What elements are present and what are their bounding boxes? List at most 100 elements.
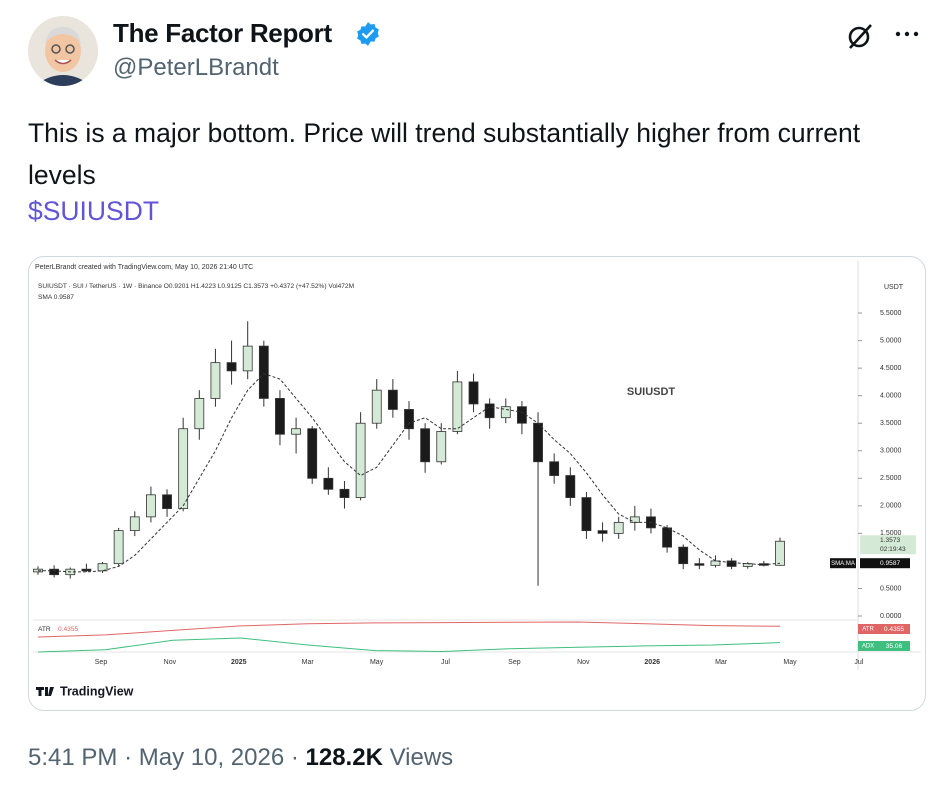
- indicator-tag-bg: [858, 641, 878, 651]
- y-tick-label: 5.5000: [880, 310, 902, 317]
- candle-body: [81, 568, 92, 572]
- candle-body: [581, 497, 592, 532]
- sma-name: SMA:MA: [831, 561, 855, 567]
- sma-value: 0.9587: [880, 560, 901, 567]
- post-meta: 5:41 PM · May 10, 2026 · 128.2K Views: [28, 744, 453, 772]
- candle-body: [162, 494, 172, 509]
- candle-body: [629, 516, 640, 523]
- indicator-value: 0.4355: [884, 626, 905, 633]
- y-tick-label: 2.0000: [880, 503, 902, 510]
- indicator-value: 35.06: [886, 643, 903, 650]
- chart-layer: PeterLBrandt created with TradingView.co…: [33, 261, 921, 707]
- price-unit: USDT: [884, 284, 904, 291]
- avatar[interactable]: [27, 15, 99, 87]
- indicator-legend-name: ATR: [38, 626, 51, 633]
- indicator-tag: ADX: [862, 644, 874, 650]
- candle-body: [97, 563, 108, 572]
- y-tick-label: 0.5000: [880, 585, 902, 592]
- views-label: Views: [389, 744, 454, 771]
- x-tick-label: Jul: [854, 659, 863, 666]
- candle-body: [355, 422, 366, 498]
- candle-body: [194, 398, 205, 430]
- date[interactable]: May 10, 2026: [138, 744, 285, 771]
- candle-body: [210, 362, 221, 399]
- candle-body: [129, 516, 140, 532]
- x-tick-label: Nov: [164, 659, 177, 666]
- grok-icon[interactable]: [845, 21, 875, 51]
- candle-body: [258, 345, 269, 399]
- candle-body: [484, 403, 495, 419]
- candle-body: [613, 521, 624, 534]
- candle-body: [533, 422, 543, 463]
- handle[interactable]: @PeterLBrandt: [113, 54, 279, 81]
- candle-body: [146, 494, 156, 518]
- y-tick-label: 1.5000: [880, 530, 902, 537]
- last-price: 1.3573: [880, 537, 901, 544]
- candle-body: [452, 381, 463, 432]
- indicator-tag-bg: [858, 624, 878, 634]
- chart-bg: [33, 261, 921, 707]
- sma-line: [38, 373, 781, 573]
- cashtag[interactable]: $SUIUSDT: [28, 196, 160, 226]
- candle-body: [226, 362, 237, 372]
- y-tick-label: 0.0000: [880, 613, 902, 620]
- x-tick-label: Mar: [302, 659, 315, 666]
- candle-body: [387, 389, 398, 410]
- indicator-legend-value: 0.4355: [58, 626, 79, 633]
- separator: ·: [290, 744, 299, 771]
- y-tick-label: 3.5000: [880, 420, 902, 427]
- x-tick-label: May: [370, 659, 384, 666]
- candle-body: [726, 560, 737, 567]
- candle-body: [565, 475, 576, 498]
- candle-body: [323, 477, 334, 490]
- media-card[interactable]: PeterLBrandt created with TradingView.co…: [28, 256, 926, 711]
- candle-body: [662, 527, 672, 548]
- view-count: 128.2K: [305, 744, 383, 771]
- indicator-line: [37, 637, 781, 653]
- display-name[interactable]: The Factor Report: [113, 18, 332, 48]
- y-tick-label: 3.0000: [880, 448, 902, 455]
- separator: ·: [124, 744, 133, 771]
- x-tick-label: 2025: [231, 659, 247, 666]
- indicator-tag: ATR: [862, 627, 874, 633]
- indicator-line: [37, 621, 781, 638]
- candle-body: [549, 461, 560, 476]
- candle-body: [678, 546, 689, 565]
- candle-body: [339, 488, 350, 498]
- candle-body: [468, 381, 479, 405]
- candle-body: [178, 428, 189, 509]
- candle-body: [307, 428, 318, 479]
- sma-value-bg: [860, 558, 910, 569]
- post-text: This is a major bottom. Price will trend…: [28, 118, 861, 190]
- indicator-value-bg: [878, 641, 910, 651]
- candle-body: [113, 530, 124, 565]
- more-icon[interactable]: [893, 28, 923, 40]
- chart-credit: PeterLBrandt created with TradingView.co…: [35, 264, 253, 271]
- sma-legend: SMA 0.9587: [38, 294, 74, 301]
- countdown: 02:19:43: [880, 546, 906, 553]
- tradingview-logo: TradingView: [36, 684, 134, 698]
- candle-body: [436, 431, 447, 463]
- candle-body: [49, 568, 60, 576]
- x-tick-label: 2026: [644, 659, 660, 666]
- brand: TradingView: [60, 684, 134, 698]
- chart-legend: SUIUSDT · SUI / TetherUS · 1W · Binance …: [38, 283, 354, 290]
- x-tick-label: Jul: [441, 659, 450, 666]
- time[interactable]: 5:41 PM: [28, 744, 118, 771]
- candle-body: [404, 409, 414, 430]
- candle-body: [694, 563, 705, 566]
- y-tick-label: 5.0000: [880, 337, 902, 344]
- candle-body: [291, 428, 301, 435]
- last-price-bg: [860, 535, 916, 555]
- verified-badge: [357, 22, 379, 46]
- x-tick-label: May: [783, 659, 797, 666]
- candle-body: [775, 540, 785, 566]
- candle-body: [242, 345, 253, 372]
- x-tick-label: Nov: [577, 659, 590, 666]
- candle-body: [500, 406, 511, 419]
- watermark: SUIUSDT: [627, 386, 676, 398]
- x-tick-label: Mar: [715, 659, 728, 666]
- candle-body: [371, 389, 382, 424]
